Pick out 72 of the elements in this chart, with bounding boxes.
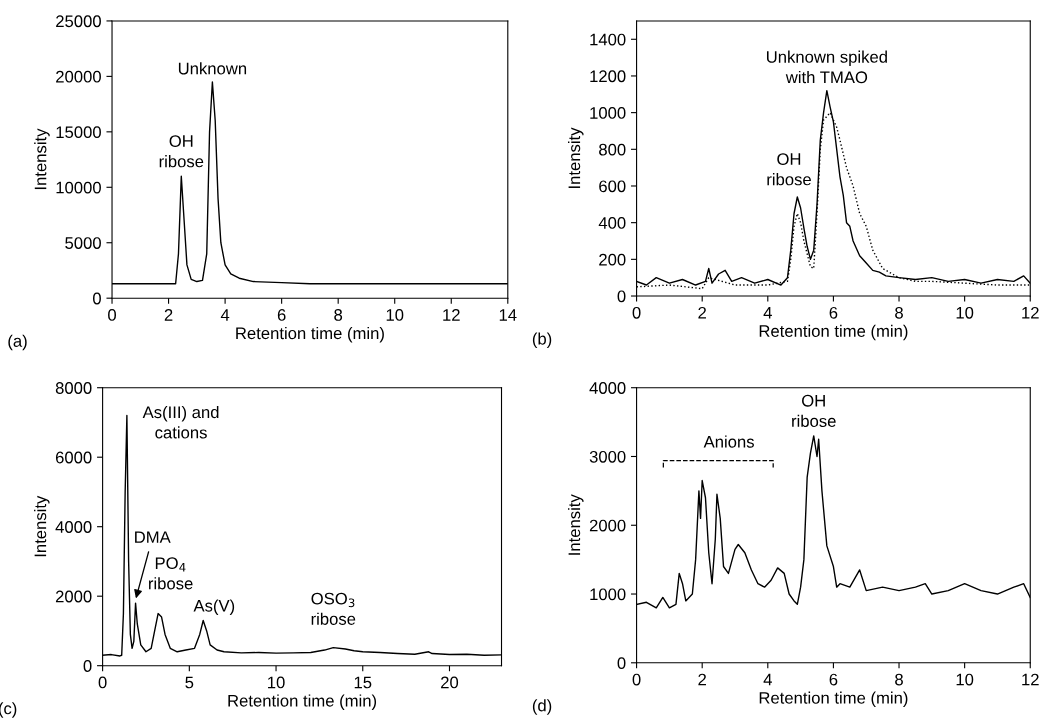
y-tick-label: 800 (599, 143, 626, 156)
x-tick-label: 2 (698, 673, 706, 686)
text: (b) (532, 332, 552, 348)
x-tick-label: 10 (956, 673, 974, 686)
y-axis-title: Intensity (34, 128, 50, 190)
y-tick-label: 6000 (55, 451, 92, 464)
y-tick-label: 2000 (55, 590, 92, 603)
x-axis-title: Retention time (min) (228, 694, 377, 710)
x-tick-label: 10 (386, 309, 404, 321)
x-tick-label: 0 (632, 306, 641, 319)
y-tick-label: 1400 (590, 33, 626, 46)
y-tick-label: 0 (93, 292, 101, 305)
annotation: As(III) and cations (142, 405, 219, 439)
x-tick-label: 6 (829, 306, 838, 319)
x-tick-label: 10 (956, 306, 974, 319)
y-tick-label: 4000 (589, 382, 626, 394)
y-tick-label: 0 (617, 290, 626, 303)
x-tick-label: 4 (763, 307, 772, 319)
annotation: Anions (703, 435, 754, 448)
x-tick-label: 6 (277, 309, 286, 321)
x-tick-label: 12 (1022, 673, 1039, 686)
x-tick-label: 12 (1022, 306, 1039, 319)
y-tick-label: 8000 (55, 382, 92, 394)
x-tick-label: 14 (499, 309, 517, 321)
y-tick-label: 1200 (590, 70, 626, 83)
annotation: OH ribose (767, 153, 811, 186)
text: (d) (532, 699, 552, 715)
x-tick-label: 8 (334, 309, 343, 321)
x-tick-label: 20 (441, 676, 459, 689)
y-tick-label: 0 (617, 657, 626, 669)
text: (a) (8, 334, 27, 351)
y-tick-label: 400 (598, 217, 626, 229)
annotation: Unknown (178, 62, 247, 75)
x-tick-label: 15 (354, 676, 372, 689)
x-tick-label: 2 (164, 309, 173, 321)
y-tick-label: 4000 (55, 521, 92, 533)
x-tick-label: 0 (108, 309, 117, 321)
x-tick-label: 4 (763, 673, 772, 686)
y-tick-label: 5000 (65, 237, 101, 249)
y-tick-label: 3000 (589, 450, 626, 463)
x-tick-label: 10 (268, 676, 285, 689)
x-tick-label: 8 (895, 673, 903, 686)
x-tick-label: 4 (220, 309, 230, 321)
y-tick-label: 10000 (56, 181, 101, 194)
y-axis-title: Intensity (567, 127, 584, 188)
y-tick-label: 600 (599, 180, 626, 193)
annotation: PO$_{4}$ ribose (149, 557, 193, 590)
y-tick-label: 1000 (590, 107, 626, 119)
x-tick-label: 8 (895, 306, 903, 319)
x-tick-label: 2 (698, 306, 706, 319)
y-axis-title: Intensity (34, 495, 50, 557)
y-tick-label: 1000 (590, 588, 626, 601)
annotation: DMA (135, 531, 171, 543)
x-axis-title: Retention time (min) (759, 691, 908, 708)
x-tick-label: 5 (185, 676, 194, 689)
x-axis-title: Retention time (min) (759, 324, 908, 341)
x-axis-title: Retention time (min) (236, 326, 384, 343)
x-tick-label: 6 (829, 673, 838, 686)
y-tick-label: 20000 (56, 70, 101, 83)
y-tick-label: 15000 (56, 126, 101, 139)
y-tick-label: 0 (83, 660, 92, 672)
y-axis-title: Intensity (567, 494, 584, 555)
annotation: As(V) (193, 599, 235, 615)
y-tick-label: 200 (599, 253, 626, 266)
x-tick-label: 12 (443, 309, 460, 321)
annotation: OSO$_{3}$ ribose (311, 592, 356, 625)
annotation: OH ribose (159, 135, 204, 168)
y-tick-label: 25000 (56, 15, 101, 28)
annotation: OH ribose (792, 394, 836, 427)
y-tick-label: 2000 (589, 519, 626, 532)
annotation: Unknown spiked with TMAO (767, 50, 887, 84)
x-tick-label: 0 (632, 673, 641, 686)
